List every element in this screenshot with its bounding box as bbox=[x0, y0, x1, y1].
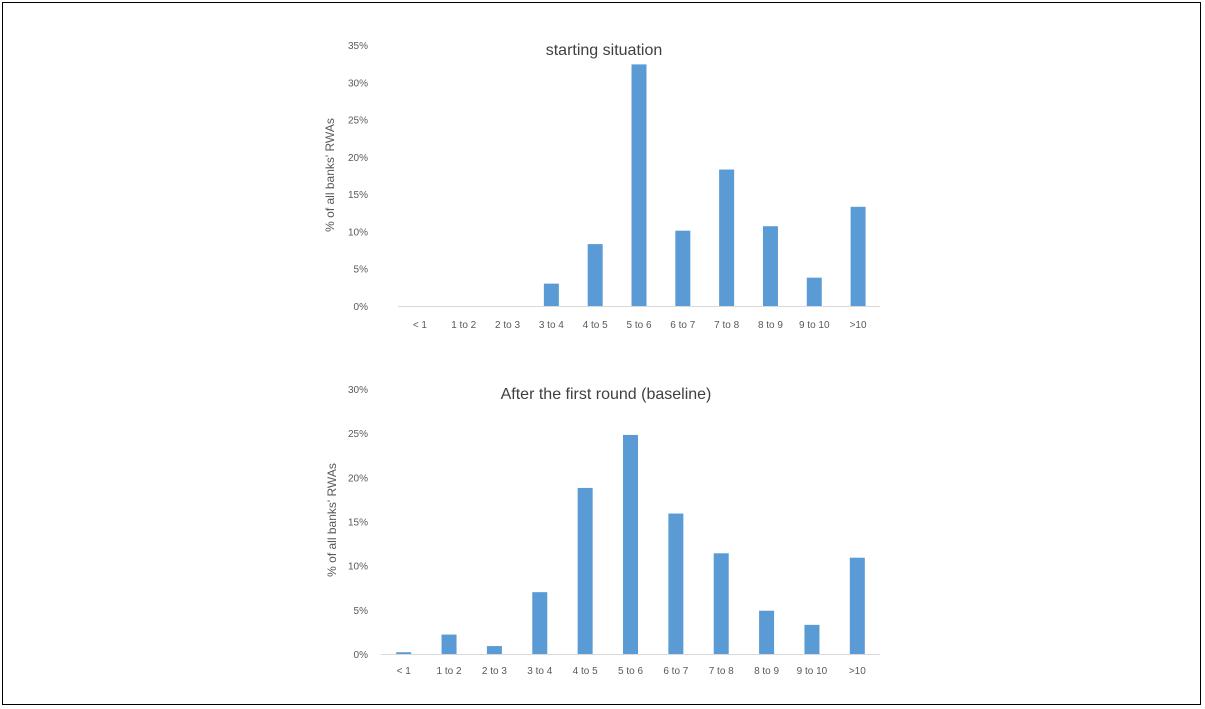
y-tick-label: 20% bbox=[348, 473, 368, 484]
y-tick-label: 35% bbox=[348, 41, 368, 52]
y-tick-label: 30% bbox=[348, 78, 368, 89]
chart-starting-situation: 0% 5% 10% 15% 20% 25% 30% 35% < 1 1 to 2 2 to 3 3 t… bbox=[323, 41, 880, 331]
x-tick-label: >10 bbox=[850, 320, 867, 331]
y-tick-label: 5% bbox=[354, 265, 369, 276]
bar-5 bbox=[631, 64, 647, 306]
x-tick-label: 8 to 9 bbox=[758, 320, 783, 331]
x-tick-label: < 1 bbox=[397, 666, 412, 677]
x-tick-label: 6 to 7 bbox=[670, 320, 695, 331]
x-tick-label: 1 to 2 bbox=[451, 320, 476, 331]
bar-6 bbox=[668, 513, 684, 654]
y-tick-label: 15% bbox=[348, 518, 368, 529]
bar-7 bbox=[713, 553, 729, 654]
bar-0 bbox=[396, 652, 412, 654]
x-tick-label: 8 to 9 bbox=[754, 666, 779, 677]
y-tick-label: 30% bbox=[348, 385, 368, 396]
y-tick-label: 25% bbox=[348, 429, 368, 440]
chart-title: After the first round (baseline) bbox=[501, 386, 712, 403]
x-tick-label: < 1 bbox=[413, 320, 428, 331]
x-tick-label: 2 to 3 bbox=[495, 320, 520, 331]
y-axis-title: % of all banks' RWAs bbox=[325, 463, 339, 577]
y-tick-label: 25% bbox=[348, 116, 368, 127]
x-tick-label: 9 to 10 bbox=[797, 666, 828, 677]
y-tick-label: 0% bbox=[354, 302, 369, 313]
chart-title: starting situation bbox=[546, 42, 663, 59]
x-tick-label: 7 to 8 bbox=[709, 666, 734, 677]
figure-canvas: 0% 5% 10% 15% 20% 25% 30% 35% < 1 1 to 2 2 to 3 3 t… bbox=[323, 41, 880, 677]
y-tick-label: 10% bbox=[348, 562, 368, 573]
x-tick-label: 4 to 5 bbox=[573, 666, 598, 677]
bar-9 bbox=[804, 624, 820, 654]
bar-9 bbox=[806, 277, 822, 306]
x-tick-label: 7 to 8 bbox=[714, 320, 739, 331]
bar-4 bbox=[587, 244, 603, 306]
bar-8 bbox=[759, 610, 775, 654]
chart-after-first-round: 0% 5% 10% 15% 20% 25% 30% < 1 1 to 2 2 to 3 3 to 4… bbox=[325, 385, 880, 677]
x-tick-label: 5 to 6 bbox=[626, 320, 651, 331]
bar-5 bbox=[623, 434, 638, 654]
bar-10 bbox=[849, 557, 865, 654]
x-tick-label: >10 bbox=[849, 666, 866, 677]
bar-1 bbox=[441, 634, 457, 654]
y-axis-title: % of all banks' RWAs bbox=[323, 118, 337, 232]
y-tick-label: 10% bbox=[348, 227, 368, 238]
bar-3 bbox=[543, 283, 559, 306]
y-tick-label: 15% bbox=[348, 190, 368, 201]
x-tick-label: 1 to 2 bbox=[437, 666, 462, 677]
x-tick-label: 9 to 10 bbox=[799, 320, 830, 331]
x-tick-label: 6 to 7 bbox=[663, 666, 688, 677]
x-tick-label: 5 to 6 bbox=[618, 666, 643, 677]
bar-3 bbox=[532, 592, 548, 654]
bar-7 bbox=[719, 169, 735, 306]
bar-8 bbox=[762, 226, 778, 306]
y-tick-label: 20% bbox=[348, 153, 368, 164]
x-tick-label: 3 to 4 bbox=[539, 320, 564, 331]
x-tick-label: 3 to 4 bbox=[527, 666, 552, 677]
bar-6 bbox=[675, 230, 691, 306]
bar-2 bbox=[486, 646, 502, 654]
x-tick-label: 4 to 5 bbox=[583, 320, 608, 331]
x-tick-label: 2 to 3 bbox=[482, 666, 507, 677]
bar-4 bbox=[577, 487, 593, 654]
y-tick-label: 5% bbox=[354, 606, 369, 617]
y-tick-label: 0% bbox=[354, 650, 369, 661]
bar-10 bbox=[850, 206, 866, 306]
